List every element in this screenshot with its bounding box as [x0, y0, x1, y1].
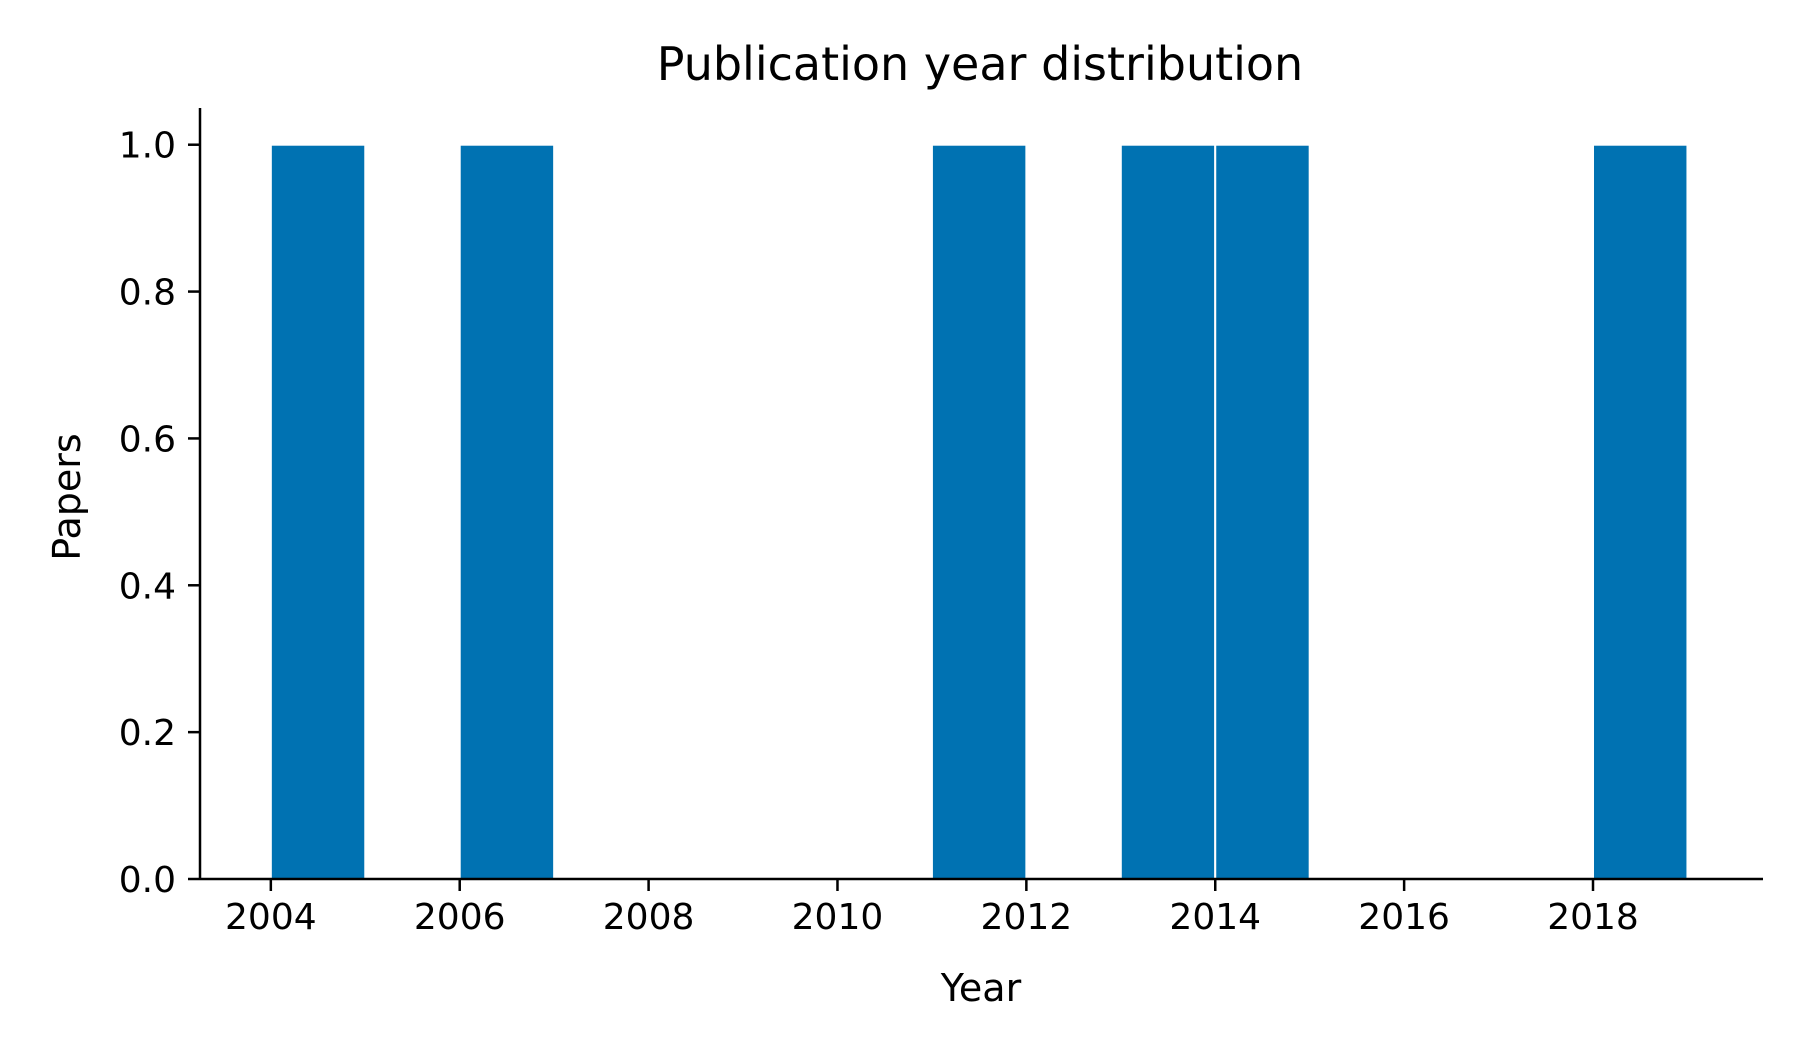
- x-tick-label-2008: 2008: [603, 897, 695, 938]
- bar-2006: [458, 143, 556, 880]
- y-tick-label-1.0: 1.0: [119, 126, 176, 167]
- x-tick-label-2018: 2018: [1547, 897, 1639, 938]
- x-tick-label-2006: 2006: [414, 897, 506, 938]
- bar-2013: [1119, 143, 1217, 880]
- x-tick-label-2014: 2014: [1169, 897, 1261, 938]
- y-tick-label-0.2: 0.2: [119, 713, 176, 754]
- x-tick-label-2004: 2004: [225, 897, 317, 938]
- x-tick-label-2012: 2012: [981, 897, 1073, 938]
- x-tick-label-2016: 2016: [1358, 897, 1450, 938]
- y-ticks-layer: 0.0 0.2 0.4 0.6 0.8 1.0: [119, 126, 200, 901]
- x-axis-label: Year: [940, 966, 1022, 1010]
- y-axis-label: Papers: [45, 433, 89, 560]
- y-tick-label-0.8: 0.8: [119, 273, 176, 314]
- bar-2014: [1214, 143, 1311, 880]
- bar-2018: [1592, 143, 1689, 880]
- x-ticks-layer: 2004 2006 2008 2010 2012 2014 2016 2018: [225, 879, 1639, 938]
- chart-title: Publication year distribution: [657, 37, 1303, 91]
- y-tick-label-0.0: 0.0: [119, 860, 176, 901]
- x-tick-label-2010: 2010: [792, 897, 884, 938]
- bar-2004: [269, 143, 367, 880]
- y-tick-label-0.4: 0.4: [119, 566, 176, 607]
- y-tick-label-0.6: 0.6: [119, 419, 176, 460]
- bar-2011: [930, 143, 1028, 880]
- bars-layer: [269, 143, 1689, 880]
